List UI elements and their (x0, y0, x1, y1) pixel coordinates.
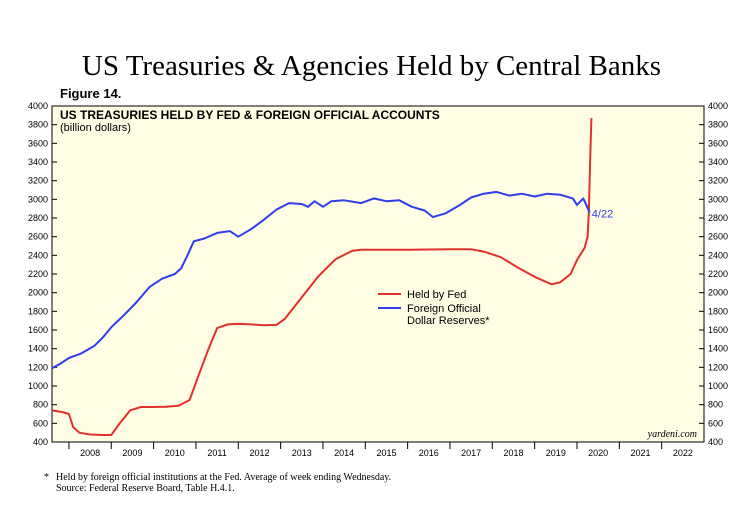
series-line-1 (51, 190, 591, 370)
y-tick-label-left: 2800 (28, 213, 48, 223)
x-tick-label: 2020 (588, 448, 608, 458)
x-tick-label: 2017 (461, 448, 481, 458)
y-tick-label-right: 3000 (708, 194, 728, 204)
y-tick-label-left: 3400 (28, 157, 48, 167)
y-tick-label-right: 1800 (708, 306, 728, 316)
x-tick-label: 2011 (207, 448, 226, 458)
chart: 400 600 800 1000 1200 1400 1600 1800 2000 2200 240… (28, 101, 728, 458)
y-tick-label-right: 2600 (708, 232, 728, 242)
y-tick-label-right: 600 (708, 418, 723, 428)
y-tick-label-left: 3000 (28, 194, 48, 204)
x-axis: 2008 2009 2010 2011 2012 2013 2014 2015 2016 2017… (68, 442, 693, 458)
y-tick-label-left: 3600 (28, 138, 48, 148)
y-tick-label-right: 3400 (708, 157, 728, 167)
x-tick-label: 2018 (503, 448, 523, 458)
y-tick-label-right: 800 (708, 400, 723, 410)
x-tick-label: 2010 (165, 448, 185, 458)
chart-title: US TREASURIES HELD BY FED & FOREIGN OFFI… (60, 108, 440, 122)
x-tick-label: 2019 (546, 448, 566, 458)
y-tick-label-left: 2400 (28, 250, 48, 260)
y-tick-label-left: 2200 (28, 269, 48, 279)
y-axis-left: 400 600 800 1000 1200 1400 1600 1800 2000 2200 240… (28, 101, 57, 447)
footnote-mark: * (44, 472, 49, 483)
footnote-line-2: Source: Federal Reserve Board, Table H.4… (56, 483, 235, 494)
y-tick-label-right: 1600 (708, 325, 728, 335)
legend-label-foreign-reserves: Foreign Official Dollar Reserves* (407, 303, 490, 327)
y-tick-label-left: 2000 (28, 288, 48, 298)
y-tick-label-left: 1800 (28, 306, 48, 316)
watermark: yardeni.com (647, 429, 697, 440)
x-tick-label: 2014 (334, 448, 354, 458)
x-tick-label: 2009 (122, 448, 142, 458)
legend-label-held-by-fed: Held by Fed (407, 289, 466, 301)
y-tick-label-right: 3600 (708, 138, 728, 148)
chart-subtitle: (billion dollars) (60, 122, 131, 134)
annotation-label: 4/22 (592, 208, 613, 220)
y-tick-label-right: 1400 (708, 344, 728, 354)
x-tick-label: 2022 (673, 448, 693, 458)
series-line-0 (51, 118, 593, 436)
x-tick-label: 2016 (419, 448, 439, 458)
series-layer (51, 118, 593, 436)
x-tick-label: 2008 (80, 448, 100, 458)
legend: Held by Fed Foreign Official Dollar Reser… (378, 289, 490, 327)
footnote-line-1: Held by foreign official institutions at… (56, 472, 392, 483)
y-tick-label-left: 400 (33, 437, 48, 447)
footnote: * Held by foreign official institutions … (44, 472, 391, 494)
y-tick-label-left: 600 (33, 418, 48, 428)
x-tick-label: 2013 (292, 448, 312, 458)
y-tick-label-right: 3200 (708, 176, 728, 186)
y-tick-label-left: 1000 (28, 381, 48, 391)
y-tick-label-left: 2600 (28, 232, 48, 242)
figure-label: Figure 14. (60, 86, 122, 101)
y-axis-right: 400 600 800 1000 1200 1400 1600 1800 2000 2200 240… (699, 101, 728, 447)
y-tick-label-right: 3800 (708, 120, 728, 130)
y-tick-label-right: 2400 (708, 250, 728, 260)
y-tick-label-right: 1000 (708, 381, 728, 391)
y-tick-label-left: 3800 (28, 120, 48, 130)
y-tick-label-right: 4000 (708, 101, 728, 111)
x-tick-label: 2012 (249, 448, 269, 458)
page-title: US Treasuries & Agencies Held by Central… (81, 50, 662, 82)
y-tick-label-left: 1600 (28, 325, 48, 335)
x-tick-label: 2015 (376, 448, 396, 458)
y-tick-label-right: 400 (708, 437, 723, 447)
y-tick-label-left: 1400 (28, 344, 48, 354)
y-tick-label-left: 800 (33, 400, 48, 410)
plot-area (51, 105, 705, 443)
y-tick-label-right: 2000 (708, 288, 728, 298)
y-tick-label-left: 3200 (28, 176, 48, 186)
y-tick-label-left: 1200 (28, 362, 48, 372)
y-tick-label-left: 4000 (28, 101, 48, 111)
y-tick-label-right: 2800 (708, 213, 728, 223)
x-tick-label: 2021 (630, 448, 650, 458)
y-tick-label-right: 2200 (708, 269, 728, 279)
y-tick-label-right: 1200 (708, 362, 728, 372)
